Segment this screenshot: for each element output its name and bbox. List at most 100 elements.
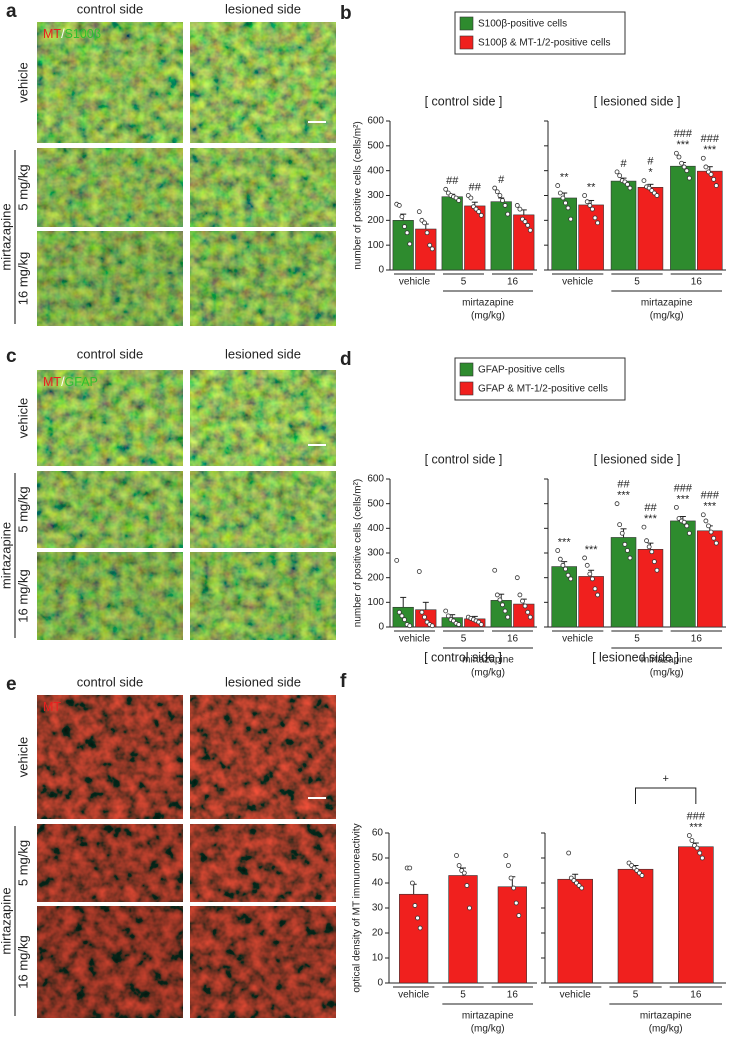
data-point <box>456 198 462 203</box>
subplot-title: [ lesioned side ] <box>592 650 679 664</box>
panel-letter: b <box>340 3 352 24</box>
y-axis-label: number of positive cells (cells/m²) <box>353 121 364 269</box>
data-point <box>416 209 422 215</box>
data-point <box>429 246 435 252</box>
data-point <box>520 598 525 604</box>
y-tick-label: 500 <box>367 140 384 151</box>
data-point <box>514 575 520 581</box>
data-point <box>492 185 498 191</box>
y-tick-label: 300 <box>367 548 384 559</box>
data-point <box>681 164 687 170</box>
data-point <box>555 183 561 188</box>
data-point <box>619 530 625 536</box>
data-point <box>703 164 709 170</box>
data-point <box>703 518 709 524</box>
data-point <box>595 592 601 598</box>
bar <box>637 187 664 271</box>
micrograph-texture <box>190 231 336 326</box>
legend-label: GFAP-positive cells <box>478 365 565 376</box>
data-point <box>555 548 561 553</box>
data-point <box>502 608 508 614</box>
scale-bar <box>308 797 326 799</box>
y-tick-label: 30 <box>372 903 384 914</box>
x-tick-label: vehicle <box>398 990 430 1001</box>
panel-letter: c <box>6 346 17 367</box>
x-tick-label: vehicle <box>399 277 431 288</box>
legend-box <box>454 11 626 55</box>
subplot-title: [ lesioned side ] <box>594 94 681 108</box>
data-point <box>454 853 459 858</box>
data-point <box>412 903 418 908</box>
bar <box>670 165 696 271</box>
significance-label: # <box>498 174 505 186</box>
data-point <box>625 181 630 187</box>
data-point <box>568 576 574 582</box>
data-point <box>456 622 462 627</box>
data-point <box>708 529 714 535</box>
y-tick-label: 0 <box>378 265 384 276</box>
data-point <box>584 562 590 568</box>
bar <box>448 875 478 984</box>
data-point <box>697 850 703 856</box>
bar <box>670 520 696 628</box>
micrograph-texture <box>190 906 336 1018</box>
data-point <box>527 227 533 233</box>
data-point <box>500 602 505 608</box>
legend-swatch <box>459 362 474 377</box>
row-label: 5 mg/kg <box>15 840 30 886</box>
micrograph-texture <box>190 552 336 640</box>
stain-part: S100β <box>65 27 101 41</box>
legend-label: S100β & MT-1/2-positive cells <box>478 38 610 49</box>
data-point <box>686 175 692 181</box>
x-tick-label: 16 <box>690 990 702 1001</box>
x-tick-label: 5 <box>634 634 640 645</box>
group-label: mirtazapine <box>462 1011 514 1022</box>
bar <box>697 530 723 628</box>
x-tick-label: 16 <box>507 990 519 1001</box>
data-point <box>587 571 593 577</box>
row-label: 16 mg/kg <box>15 569 30 622</box>
data-point <box>422 220 427 226</box>
x-tick-label: 5 <box>461 277 467 288</box>
data-point <box>527 614 533 620</box>
legend-swatch <box>459 35 474 50</box>
data-point <box>590 576 595 582</box>
significance-label: ## <box>446 175 459 187</box>
data-point <box>614 501 620 507</box>
y-tick-label: 600 <box>367 474 384 485</box>
y-tick-label: 40 <box>372 878 384 889</box>
data-point <box>419 609 425 615</box>
significance-label: *** <box>644 513 658 525</box>
data-point <box>565 205 571 211</box>
group-label: mirtazapine <box>462 655 514 666</box>
micrograph-texture <box>190 471 336 548</box>
micrograph-texture <box>190 824 336 902</box>
data-point <box>627 185 633 191</box>
data-point <box>557 190 563 196</box>
data-point <box>513 900 519 906</box>
x-tick-label: 16 <box>691 634 703 645</box>
data-point <box>713 540 719 546</box>
stain-part: GFAP <box>65 375 98 389</box>
significance-label: ## <box>469 181 482 193</box>
bar <box>610 180 637 271</box>
data-point <box>711 176 717 182</box>
data-point <box>424 230 430 236</box>
significance-label: ### <box>701 133 720 145</box>
data-point <box>394 558 400 563</box>
data-point <box>565 572 571 578</box>
micrograph-texture <box>190 370 336 466</box>
data-point <box>641 178 647 184</box>
stain-label: MT/S100β <box>43 27 101 41</box>
data-point <box>500 198 505 203</box>
bar <box>578 204 604 271</box>
row-label: 5 mg/kg <box>15 486 30 532</box>
data-point <box>646 544 652 550</box>
x-tick-label: vehicle <box>562 634 594 645</box>
data-point <box>396 609 402 615</box>
data-point <box>443 608 449 614</box>
comparison-bracket <box>635 787 697 804</box>
data-point <box>651 559 657 565</box>
panel-letter: f <box>340 671 347 692</box>
group-unit: (mg/kg) <box>471 311 505 322</box>
